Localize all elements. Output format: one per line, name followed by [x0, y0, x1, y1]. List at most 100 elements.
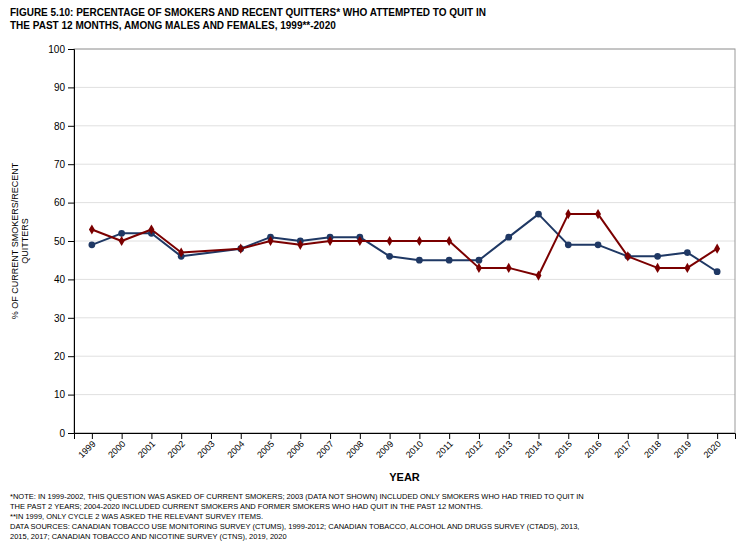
series-marker: [684, 249, 691, 256]
x-tick: 2000: [106, 433, 127, 460]
x-tick-mark: [628, 433, 629, 439]
y-tick-mark: [68, 241, 74, 242]
note: 2015, 2017; CANADIAN TOBACCO AND NICOTIN…: [10, 532, 287, 541]
series-marker: [416, 236, 422, 246]
x-tick-label: 2004: [225, 439, 246, 460]
x-tick-mark: [122, 433, 123, 439]
note: *NOTE: IN 1999-2002, THIS QUESTION WAS A…: [10, 492, 584, 501]
plot: [88, 209, 720, 281]
notes: *NOTE: IN 1999-2002, THIS QUESTION WAS A…: [10, 492, 584, 541]
y-tick-mark: [68, 395, 74, 396]
series-marker: [416, 257, 423, 264]
series-marker: [268, 236, 274, 246]
y-tick: 80: [54, 121, 74, 132]
grid-line-y: [74, 356, 735, 357]
series-marker: [88, 241, 95, 248]
note: THE PAST 2 YEARS; 2004-2020 INCLUDED CUR…: [10, 502, 483, 511]
y-tick-label: 30: [54, 313, 66, 324]
title-line: FIGURE 5.10: PERCENTAGE OF SMOKERS AND R…: [10, 7, 486, 18]
series-marker: [506, 263, 512, 273]
series-marker: [684, 263, 690, 273]
grid-line-y: [74, 202, 735, 203]
y-tick-mark: [68, 49, 74, 50]
x-tick-mark: [598, 433, 599, 439]
x-tick-label: 1999: [76, 439, 97, 460]
x-tick-mark: [717, 433, 718, 439]
x-tick: 2006: [285, 433, 306, 460]
x-tick: 2012: [463, 433, 484, 460]
note: DATA SOURCES: CANADIAN TOBACCO USE MONIT…: [10, 522, 579, 531]
x-tick-label: 2008: [344, 439, 365, 460]
series-marker: [446, 236, 452, 246]
x-tick-mark: [271, 433, 272, 439]
x-tick-label: 2009: [374, 439, 395, 460]
y-tick: 90: [54, 82, 74, 93]
y-axis: 0102030405060708090100: [48, 44, 74, 439]
series-marker: [297, 240, 303, 250]
grid: [74, 49, 735, 433]
y-axis-line: [68, 50, 75, 434]
x-tick-label: 2006: [285, 439, 306, 460]
y-axis-title-line: QUITTERS: [20, 218, 30, 264]
x-tick-label: 2019: [672, 439, 693, 460]
grid-line-y: [74, 279, 735, 280]
y-tick: 40: [54, 274, 74, 285]
grid-line-y: [74, 164, 735, 165]
y-tick-label: 10: [54, 389, 66, 400]
x-tick: 2003: [195, 433, 216, 460]
x-tick: 1999: [76, 433, 97, 460]
grid-line-y: [74, 394, 735, 395]
series-marker: [327, 236, 333, 246]
series-marker: [89, 224, 95, 234]
y-tick-label: 50: [54, 236, 66, 247]
series-line: [92, 214, 717, 272]
x-tick: 2013: [493, 433, 514, 460]
x-tick-mark: [151, 433, 152, 439]
y-tick: 100: [48, 44, 74, 55]
series-marker: [476, 263, 482, 273]
y-tick-label: 70: [54, 159, 66, 170]
y-tick-mark: [68, 279, 74, 280]
x-axis-line: [75, 434, 736, 440]
x-tick: 2005: [255, 433, 276, 460]
y-tick-mark: [68, 356, 74, 357]
x-tick-mark: [449, 433, 450, 439]
x-tick: 2017: [612, 433, 633, 460]
y-tick-label: 80: [54, 121, 66, 132]
x-tick-label: 2016: [583, 439, 604, 460]
x-tick: 2010: [404, 433, 425, 460]
y-tick: 20: [54, 351, 74, 362]
series-marker: [654, 253, 661, 260]
chart: FIGURE 5.10: PERCENTAGE OF SMOKERS AND R…: [0, 0, 750, 547]
x-tick-mark: [181, 433, 182, 439]
x-tick: 2019: [672, 433, 693, 460]
x-tick-label: 2003: [195, 439, 216, 460]
series-marker: [535, 211, 542, 218]
x-tick-label: 2017: [612, 439, 633, 460]
x-tick-label: 2018: [642, 439, 663, 460]
x-tick-label: 2000: [106, 439, 127, 460]
x-tick-label: 2011: [434, 439, 455, 460]
x-tick: 2004: [225, 433, 246, 460]
series-marker: [595, 209, 601, 219]
x-tick: 2018: [642, 433, 663, 460]
series-line: [92, 214, 717, 275]
series-marker: [178, 247, 184, 257]
series-marker: [386, 253, 393, 260]
plot-frame: [74, 49, 735, 433]
x-tick-mark: [509, 433, 510, 439]
x-tick: 2001: [136, 433, 157, 460]
x-tick: 2002: [166, 433, 187, 460]
y-tick: 70: [54, 159, 74, 170]
y-tick: 30: [54, 313, 74, 324]
x-tick: 2014: [523, 433, 544, 460]
y-tick-mark: [68, 126, 74, 127]
x-tick-label: 2007: [315, 439, 336, 460]
x-tick-label: 2005: [255, 439, 276, 460]
y-tick-label: 0: [59, 428, 65, 439]
x-tick-mark: [300, 433, 301, 439]
series-marker: [625, 251, 631, 261]
title: FIGURE 5.10: PERCENTAGE OF SMOKERS AND R…: [10, 7, 486, 31]
x-tick-label: 2002: [166, 439, 187, 460]
series-marker: [118, 230, 125, 237]
